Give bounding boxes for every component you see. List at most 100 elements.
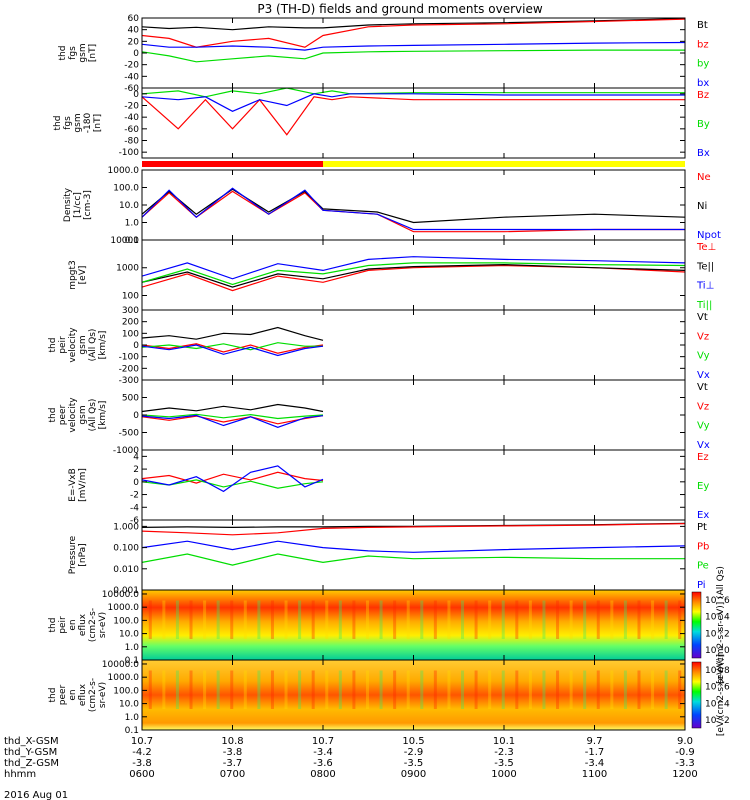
spectrogram-stripe — [433, 670, 437, 709]
colorbar-label: [eV/(cm2-s-sr-eV)] — [716, 654, 726, 736]
y-tick-label: -20 — [124, 61, 139, 71]
y-tick-label: -60 — [124, 125, 139, 135]
legend-entry: Ez — [697, 452, 709, 463]
legend-entry: Bx — [697, 148, 710, 159]
legend-entry: Pt — [697, 522, 707, 533]
spectrogram-stripe — [569, 670, 573, 709]
legend-entry: Te⊥ — [696, 242, 716, 253]
series-line-Ey — [142, 479, 324, 489]
legend-entry: Pb — [697, 541, 709, 552]
legend-entry: by — [697, 59, 709, 70]
y-axis-label-line: -180 — [83, 113, 93, 134]
series-line-Ti⊥ — [142, 256, 685, 280]
y-axis-label-line: peer — [58, 404, 68, 425]
legend-entry: Vz — [697, 401, 709, 412]
series-line-Bz — [142, 96, 685, 136]
x-axis-value: -3.8 — [132, 758, 152, 769]
spectrogram-stripe — [637, 670, 641, 709]
spectrogram-stripe — [203, 670, 207, 709]
y-axis-label-line: [km/s] — [98, 401, 108, 430]
series-line-Vy — [142, 342, 323, 351]
y-axis-label-line: gsm — [73, 113, 83, 132]
y-tick-label: -6 — [130, 516, 139, 526]
x-axis-value: 0600 — [129, 769, 154, 780]
y-axis-label-line: [nPa] — [78, 543, 88, 566]
x-axis-value: -3.5 — [404, 758, 424, 769]
y-axis-label-line: eflux — [78, 683, 88, 706]
spectrogram-stripe — [338, 600, 342, 639]
series-line-Vt — [142, 403, 324, 413]
series-group — [142, 326, 324, 357]
spectrogram-stripe — [556, 670, 560, 709]
panel-temperature: Te⊥ Te|| Ti⊥ Ti|| 10000 1000 100 mpgt3 [eV] — [68, 236, 716, 311]
y-tick-label: 0.1 — [125, 656, 139, 666]
colorbar-tick-label: 10^2 — [705, 716, 730, 726]
y-tick-label: 100.0 — [113, 184, 139, 194]
legend-entry: Vz — [697, 331, 709, 342]
spectrogram-stripe — [610, 600, 614, 639]
spectrogram-stripe — [203, 600, 207, 639]
series-line-Ex — [142, 465, 324, 493]
spectrogram-stripe — [420, 600, 424, 639]
legend-entry: Ni — [697, 201, 707, 212]
y-tick-label: 1.000 — [113, 522, 139, 532]
y-tick-label: 1.0 — [125, 643, 140, 653]
figure-title: P3 (TH-D) fields and ground moments over… — [257, 2, 542, 16]
y-tick-label: -100 — [119, 148, 140, 158]
spectrogram-stripe — [325, 600, 329, 639]
legend-entry: Pi — [697, 580, 706, 591]
y-tick-label: -60 — [124, 84, 139, 94]
date-label: 2016 Aug 01 — [4, 790, 68, 800]
spectrogram-stripe — [148, 600, 152, 639]
y-axis-label-line: (All Qs) — [88, 399, 98, 432]
spectrogram-stripe — [311, 600, 315, 639]
colorbar-tick-label: 10^0 — [705, 646, 730, 656]
y-axis-label-line: [mV/m] — [78, 468, 88, 502]
spectrogram-stripe — [501, 600, 505, 639]
spectrogram-stripe — [230, 600, 234, 639]
spectrogram-stripe — [569, 600, 573, 639]
spectrogram-stripe — [583, 600, 587, 639]
spectrogram-stripe — [257, 670, 261, 709]
spectrogram-stripe — [501, 670, 505, 709]
spectrogram-stripe — [406, 600, 410, 639]
legend-entry: Ti|| — [696, 300, 712, 311]
spectrogram-stripe — [433, 600, 437, 639]
legend-entry: Vt — [697, 382, 708, 393]
y-tick-label: 0 — [133, 341, 139, 351]
y-axis-label-line: velocity — [68, 327, 78, 363]
spectrogram-stripe — [447, 670, 451, 709]
legend-entry: Vy — [697, 351, 710, 362]
y-tick-label: 10000.0 — [102, 660, 139, 670]
x-axis-value: 1100 — [582, 769, 607, 780]
y-tick-label: 0.1 — [125, 726, 139, 736]
y-axis-label-line: sr-eV) — [98, 682, 108, 708]
colorbar — [691, 591, 702, 659]
y-axis-label-line: gsm — [78, 335, 88, 354]
y-tick-label: -20 — [124, 102, 139, 112]
series-line-Ni — [142, 188, 685, 224]
spectrogram-stripe — [175, 670, 179, 709]
x-axis-row-label: thd_X-GSM — [4, 736, 59, 747]
y-tick-label: 100.0 — [113, 616, 139, 626]
y-axis-label-line: [nT] — [88, 44, 98, 62]
y-axis-label-line: fgs — [68, 46, 78, 60]
y-axis-label-line: mpgt3 — [68, 260, 78, 289]
y-tick-label: 1.0 — [125, 713, 140, 723]
spectrogram-stripe — [596, 600, 600, 639]
y-axis-label-line: eflux — [78, 613, 88, 636]
x-axis-row-label: hhmm — [4, 769, 36, 780]
panel-frame — [141, 87, 686, 159]
spectrogram-stripe — [664, 670, 668, 709]
y-axis-label-line: thd — [53, 116, 63, 131]
spectrogram-stripe — [162, 600, 166, 639]
spectrogram-stripe — [393, 600, 397, 639]
legend-entry: Ti⊥ — [696, 281, 714, 292]
spectrogram-stripe — [325, 670, 329, 709]
spectrogram-stripe — [270, 600, 274, 639]
x-axis-value: 10.7 — [312, 736, 334, 747]
y-tick-label: -4 — [130, 503, 139, 513]
y-axis-label-line: [cm-3] — [83, 190, 93, 220]
panel-frame — [141, 449, 686, 521]
